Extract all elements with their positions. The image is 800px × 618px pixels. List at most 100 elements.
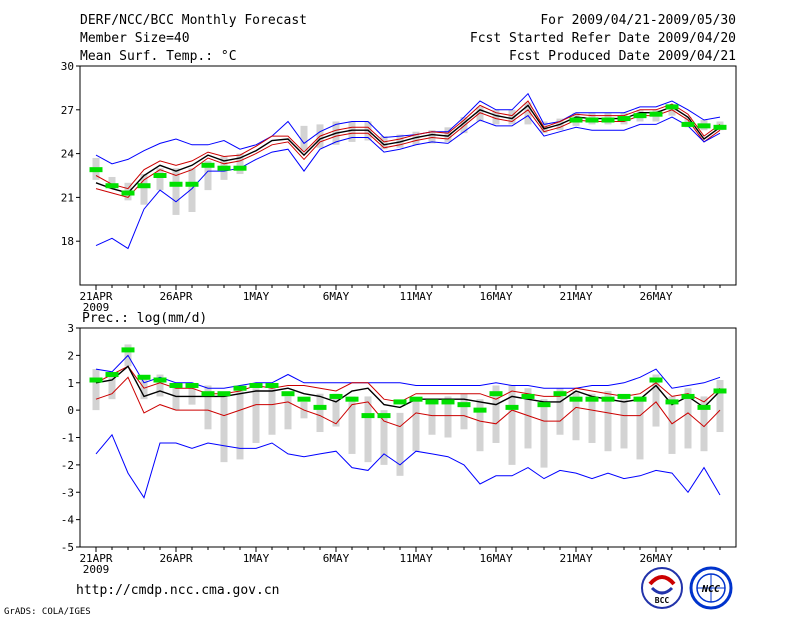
temp-spread-box xyxy=(188,168,196,212)
temp-chart-title: Mean Surf. Temp.: °C xyxy=(80,49,237,64)
prec-spread-box xyxy=(604,390,612,452)
prec-obs-mark xyxy=(697,404,711,410)
prec-spread-box xyxy=(156,374,164,397)
bcc-logo-ring xyxy=(641,567,683,609)
temp-year-label: 2009 xyxy=(83,301,110,314)
prec-obs-mark xyxy=(441,399,455,405)
temp-spread-box xyxy=(460,117,468,134)
temp-lower-line xyxy=(95,109,721,198)
temp-mean-line xyxy=(95,104,721,194)
temp-spread-box xyxy=(380,136,388,150)
prec-spread-box xyxy=(588,393,596,443)
temp-obs-mark xyxy=(137,183,151,189)
prec-spread-box xyxy=(204,385,212,430)
temp-obs-mark xyxy=(713,124,727,130)
prec-spread-box xyxy=(524,388,532,449)
temp-obs-mark xyxy=(649,111,663,117)
prec-ytick-label: -5 xyxy=(61,541,74,554)
temp-ytick-label: 30 xyxy=(61,60,74,73)
temp-obs-mark xyxy=(185,181,199,187)
temp-ytick-label: 18 xyxy=(61,235,74,248)
prec-lower-line xyxy=(95,376,721,428)
prec-ytick-label: 0 xyxy=(67,404,74,417)
prec-spread-box xyxy=(492,385,500,443)
temp-spread-box xyxy=(236,153,244,175)
prec-spread-box xyxy=(652,374,660,427)
temp-obs-mark xyxy=(665,104,679,110)
prec-obs-mark xyxy=(393,399,407,405)
prec-mean-line xyxy=(95,365,721,409)
temp-obs-mark xyxy=(169,181,183,187)
temp-spread-box xyxy=(524,102,532,125)
prec-obs-mark xyxy=(649,377,663,383)
prec-xtick-label: 26APR xyxy=(159,552,192,565)
prec-obs-mark xyxy=(569,396,583,402)
prec-obs-mark xyxy=(169,382,183,388)
precipitation-panel: -5 -4 -3 -2 -1 0 1 2 3 21APR 26APR 1MAY 6MAY 11MAY 16M… xyxy=(61,322,737,576)
temp-obs-mark xyxy=(105,183,119,189)
temp-obs-mark xyxy=(153,173,167,178)
prec-spread-box xyxy=(316,393,324,433)
temp-obs-mark xyxy=(601,117,615,123)
prec-xtick-label: 26MAY xyxy=(639,552,672,565)
prec-obs-mark xyxy=(537,402,551,408)
prec-obs-mark xyxy=(121,347,135,353)
temp-xtick-label: 21MAY xyxy=(559,290,592,303)
prec-spread-box xyxy=(396,412,404,476)
prec-min-line xyxy=(95,433,721,499)
prec-obs-mark xyxy=(633,396,647,402)
prec-obs-mark xyxy=(553,391,567,397)
bcc-logo: BCC xyxy=(641,567,683,609)
prec-obs-mark xyxy=(617,393,631,399)
prec-ytick-label: 3 xyxy=(67,322,74,335)
temp-obs-mark xyxy=(633,113,647,119)
temp-spread-box xyxy=(668,106,676,116)
temp-xtick-label: 21APR xyxy=(79,290,112,303)
prec-obs-mark xyxy=(185,382,199,388)
prec-spread-box xyxy=(428,401,436,435)
prec-obs-mark xyxy=(297,396,311,402)
bcc-logo-text: BCC xyxy=(655,596,670,605)
prec-obs-mark xyxy=(233,385,247,391)
temp-upper-line xyxy=(95,100,721,190)
header-fcst-started: Fcst Started Refer Date 2009/04/20 xyxy=(470,31,736,46)
prec-spread-box xyxy=(220,396,228,463)
temp-obs-mark xyxy=(617,116,631,122)
prec-upper-line xyxy=(95,365,721,403)
prec-spread-box xyxy=(332,393,340,427)
prec-xtick-label: 16MAY xyxy=(479,552,512,565)
temp-spread-box xyxy=(412,131,420,145)
temp-obs-mark xyxy=(89,167,103,173)
prec-obs-mark xyxy=(473,407,487,413)
prec-obs-mark xyxy=(361,413,375,419)
temp-xtick-label: 26APR xyxy=(159,290,192,303)
prec-xtick-label: 6MAY xyxy=(323,552,350,565)
temp-xtick-label: 1MAY xyxy=(243,290,270,303)
prec-ytick-label: 2 xyxy=(67,349,74,362)
prec-obs-mark xyxy=(601,396,615,402)
prec-obs-mark xyxy=(489,391,503,397)
footer-url: http://cmdp.ncc.cma.gov.cn xyxy=(76,583,280,598)
prec-spread-box xyxy=(716,380,724,433)
prec-xtick-label: 21MAY xyxy=(559,552,592,565)
header-member-size: Member Size=40 xyxy=(80,31,190,46)
prec-spread-box xyxy=(348,396,356,454)
temp-xtick-label: 26MAY xyxy=(639,290,672,303)
prec-spread-box xyxy=(252,388,260,443)
temp-obs-mark xyxy=(217,165,231,171)
prec-spread-box xyxy=(108,374,116,400)
prec-ytick-label: -2 xyxy=(61,459,74,472)
temp-xtick-label: 11MAY xyxy=(399,290,432,303)
prec-ytick-label: -3 xyxy=(61,486,74,499)
prec-obs-mark xyxy=(457,402,471,408)
prec-spread-box xyxy=(540,399,548,468)
temp-spread-box xyxy=(172,168,180,215)
temp-obs-mark xyxy=(585,117,599,123)
prec-spread-box xyxy=(508,385,516,465)
header-fcst-produced: Fcst Produced Date 2009/04/21 xyxy=(509,49,736,64)
prec-obs-mark xyxy=(105,372,119,378)
footer-grads: GrADS: COLA/IGES xyxy=(4,607,91,617)
prec-max-line xyxy=(95,354,721,389)
prec-xtick-label: 11MAY xyxy=(399,552,432,565)
